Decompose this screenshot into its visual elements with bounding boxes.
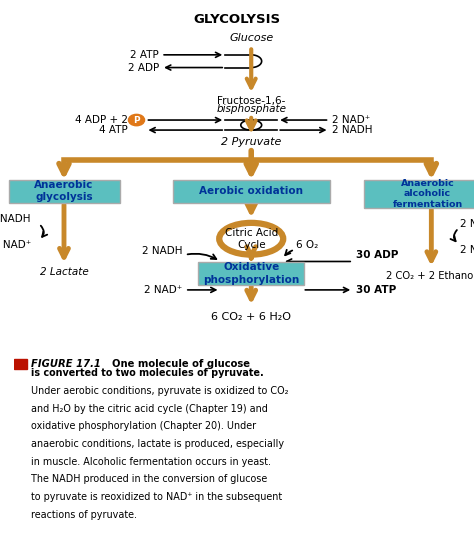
- Text: Glucose: Glucose: [229, 33, 273, 43]
- Text: 2 NADH: 2 NADH: [142, 247, 182, 256]
- Text: 30 ATP: 30 ATP: [356, 285, 396, 295]
- Text: to pyruvate is reoxidized to NAD⁺ in the subsequent: to pyruvate is reoxidized to NAD⁺ in the…: [31, 492, 283, 502]
- Text: in muscle. Alcoholic fermentation occurs in yeast.: in muscle. Alcoholic fermentation occurs…: [31, 457, 271, 467]
- Text: 6 CO₂ + 6 H₂O: 6 CO₂ + 6 H₂O: [211, 312, 291, 322]
- FancyArrowPatch shape: [41, 226, 47, 237]
- Text: 2 NAD⁺: 2 NAD⁺: [0, 240, 31, 250]
- Text: reactions of pyruvate.: reactions of pyruvate.: [31, 510, 137, 519]
- FancyArrowPatch shape: [285, 250, 292, 255]
- FancyArrowPatch shape: [450, 230, 457, 241]
- Bar: [14, 358, 27, 369]
- Text: 6 O₂: 6 O₂: [296, 240, 319, 250]
- Text: 4 ADP + 2: 4 ADP + 2: [75, 115, 128, 125]
- Text: is converted to two molecules of pyruvate.: is converted to two molecules of pyruvat…: [31, 369, 264, 378]
- FancyArrowPatch shape: [188, 254, 216, 259]
- Text: 2 NAD⁺: 2 NAD⁺: [332, 115, 370, 125]
- Text: anaerobic conditions, lactate is produced, especially: anaerobic conditions, lactate is produce…: [31, 439, 284, 449]
- Text: 2 ADP: 2 ADP: [128, 63, 159, 73]
- Text: 2 NADH: 2 NADH: [332, 125, 372, 135]
- Text: 2 NAD⁺: 2 NAD⁺: [460, 245, 474, 255]
- Text: and H₂O by the citric acid cycle (Chapter 19) and: and H₂O by the citric acid cycle (Chapte…: [31, 404, 268, 414]
- Text: GLYCOLYSIS: GLYCOLYSIS: [193, 13, 281, 26]
- Text: Aerobic oxidation: Aerobic oxidation: [199, 186, 303, 196]
- Text: 4 ATP: 4 ATP: [99, 125, 128, 135]
- Text: FIGURE 17.1: FIGURE 17.1: [31, 358, 101, 369]
- FancyBboxPatch shape: [173, 180, 330, 203]
- Text: P: P: [133, 116, 140, 125]
- FancyBboxPatch shape: [9, 180, 120, 203]
- Text: Under aerobic conditions, pyruvate is oxidized to CO₂: Under aerobic conditions, pyruvate is ox…: [31, 386, 289, 396]
- Text: 2 Lactate: 2 Lactate: [40, 267, 88, 277]
- Text: One molecule of glucose: One molecule of glucose: [112, 358, 250, 369]
- FancyBboxPatch shape: [364, 180, 474, 208]
- Text: 2 Pyruvate: 2 Pyruvate: [221, 137, 282, 148]
- Text: 30 ADP: 30 ADP: [356, 250, 398, 260]
- Text: Anaerobic
glycolysis: Anaerobic glycolysis: [34, 180, 94, 202]
- Circle shape: [128, 114, 145, 126]
- Text: 2 NADH: 2 NADH: [0, 213, 31, 224]
- Text: 2 NAD⁺: 2 NAD⁺: [144, 285, 182, 295]
- Text: 2 CO₂ + 2 Ethanol: 2 CO₂ + 2 Ethanol: [386, 271, 474, 280]
- Text: Anaerobic
alcoholic
fermentation: Anaerobic alcoholic fermentation: [392, 179, 463, 209]
- Text: Citric Acid
Cycle: Citric Acid Cycle: [225, 227, 278, 250]
- Text: Oxidative
phosphorylation: Oxidative phosphorylation: [203, 262, 300, 285]
- Text: The NADH produced in the conversion of glucose: The NADH produced in the conversion of g…: [31, 475, 267, 484]
- Text: Fructose-1,6-: Fructose-1,6-: [217, 96, 285, 106]
- FancyBboxPatch shape: [198, 262, 304, 285]
- Text: 2 NADH: 2 NADH: [460, 219, 474, 228]
- Text: oxidative phosphorylation (Chapter 20). Under: oxidative phosphorylation (Chapter 20). …: [31, 422, 256, 431]
- Text: bisphosphate: bisphosphate: [216, 104, 286, 114]
- Text: 2 ATP: 2 ATP: [130, 50, 159, 60]
